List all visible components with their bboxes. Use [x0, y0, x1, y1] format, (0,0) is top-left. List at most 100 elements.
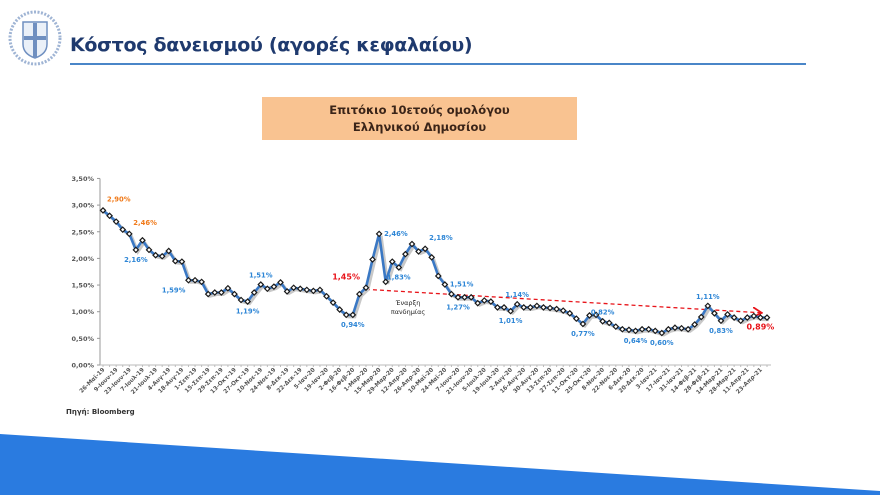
data-point-marker	[362, 284, 370, 292]
data-point-marker	[678, 324, 685, 332]
data-point-marker	[467, 293, 475, 301]
data-point-marker	[316, 286, 324, 294]
data-label: 1,01%	[499, 317, 523, 325]
y-tick-label: 2,50%	[71, 228, 94, 236]
data-point-marker	[757, 314, 764, 321]
data-point-marker	[750, 312, 758, 320]
data-point-marker	[553, 305, 561, 313]
data-point-marker	[415, 248, 422, 255]
series-line	[102, 209, 767, 335]
data-point-marker	[119, 226, 127, 234]
data-label: 0,89%	[747, 323, 775, 332]
data-point-marker	[448, 290, 455, 298]
data-point-marker	[441, 281, 449, 288]
y-tick-label: 3,00%	[71, 202, 94, 210]
data-label: 2,18%	[429, 234, 453, 242]
data-point-marker	[579, 320, 587, 328]
data-point-marker	[461, 293, 468, 301]
data-point-marker	[632, 327, 639, 335]
title-underline	[70, 63, 806, 65]
data-point-marker	[323, 292, 330, 300]
data-label: 1,19%	[236, 308, 260, 316]
data-point-marker	[171, 257, 179, 265]
data-point-marker	[500, 304, 508, 311]
data-point-marker	[178, 258, 186, 265]
data-point-marker	[743, 314, 751, 321]
data-point-marker	[526, 304, 534, 311]
data-label: 2,46%	[133, 219, 157, 227]
data-label: 0,94%	[341, 321, 365, 329]
data-point-marker	[388, 258, 396, 265]
data-point-marker	[165, 247, 173, 255]
data-point-marker	[664, 325, 672, 333]
data-point-marker	[546, 304, 554, 312]
data-point-marker	[645, 325, 653, 333]
data-point-marker	[257, 281, 265, 288]
data-point-marker	[132, 246, 140, 254]
data-point-marker	[763, 314, 771, 321]
data-point-marker	[533, 302, 541, 310]
data-label: 2,46%	[384, 230, 408, 238]
event-label-line-2: πανδημίας	[391, 308, 426, 316]
data-point-marker	[342, 311, 350, 319]
data-label: 2,16%	[124, 256, 148, 264]
data-point-marker	[224, 284, 232, 292]
data-label: 2,90%	[107, 195, 131, 203]
data-point-marker	[99, 207, 107, 214]
data-point-marker	[730, 314, 738, 321]
y-tick-label: 3,50%	[71, 175, 94, 183]
data-point-marker	[349, 311, 357, 319]
data-point-marker	[434, 272, 442, 280]
data-point-marker	[586, 312, 593, 319]
data-point-marker	[592, 311, 600, 319]
data-point-marker	[237, 296, 245, 304]
data-label: 1,83%	[387, 273, 411, 281]
data-label: 1,14%	[505, 291, 529, 299]
data-label: 1,51%	[450, 281, 474, 289]
data-point-marker	[263, 285, 271, 293]
data-label: 1,45%	[332, 273, 360, 282]
y-tick-label: 1,00%	[71, 308, 94, 316]
data-point-marker	[691, 321, 699, 328]
data-point-marker	[658, 329, 666, 337]
bond-yield-line-chart: 0,00% 0,50% 1,00% 1,50% 2,00% 2,50% 3,00% 3,50%…	[71, 175, 775, 396]
data-point-marker	[283, 288, 291, 295]
data-point-marker	[711, 309, 718, 317]
chart-title-line-1: Επιτόκιο 10ετούς ομολόγου	[329, 102, 510, 117]
event-label-line-1: Έναρξη	[395, 299, 421, 307]
data-point-marker	[421, 245, 429, 253]
y-tick-label: 1,50%	[71, 282, 94, 290]
data-point-marker	[697, 313, 705, 321]
data-point-marker	[106, 212, 113, 220]
data-point-marker	[290, 284, 298, 292]
data-point-marker	[217, 289, 225, 296]
data-point-marker	[185, 276, 192, 284]
data-label: 1,59%	[162, 286, 186, 294]
data-label: 0,83%	[709, 327, 733, 335]
data-point-marker	[520, 304, 528, 311]
data-point-marker	[158, 252, 166, 260]
data-point-marker	[244, 298, 252, 305]
data-point-marker	[309, 287, 317, 295]
data-label: 0,64%	[624, 337, 648, 345]
data-point-marker	[369, 256, 376, 263]
data-label: 1,11%	[696, 293, 720, 301]
y-tick-label: 0,00%	[71, 362, 94, 370]
data-point-marker	[139, 236, 146, 244]
data-point-marker	[566, 309, 574, 317]
data-point-marker	[480, 297, 488, 304]
data-point-marker	[402, 250, 409, 258]
data-point-marker	[303, 286, 311, 294]
data-label: 1,51%	[249, 272, 273, 280]
data-point-marker	[513, 300, 521, 308]
data-point-marker	[408, 240, 416, 248]
data-point-marker	[612, 323, 620, 331]
data-point-marker	[112, 218, 120, 226]
data-point-marker	[356, 290, 363, 298]
data-point-marker	[625, 326, 633, 334]
greek-coat-of-arms-logo	[8, 10, 62, 66]
data-point-marker	[375, 230, 383, 238]
data-point-marker	[277, 278, 284, 286]
data-label: 0,60%	[650, 339, 674, 347]
